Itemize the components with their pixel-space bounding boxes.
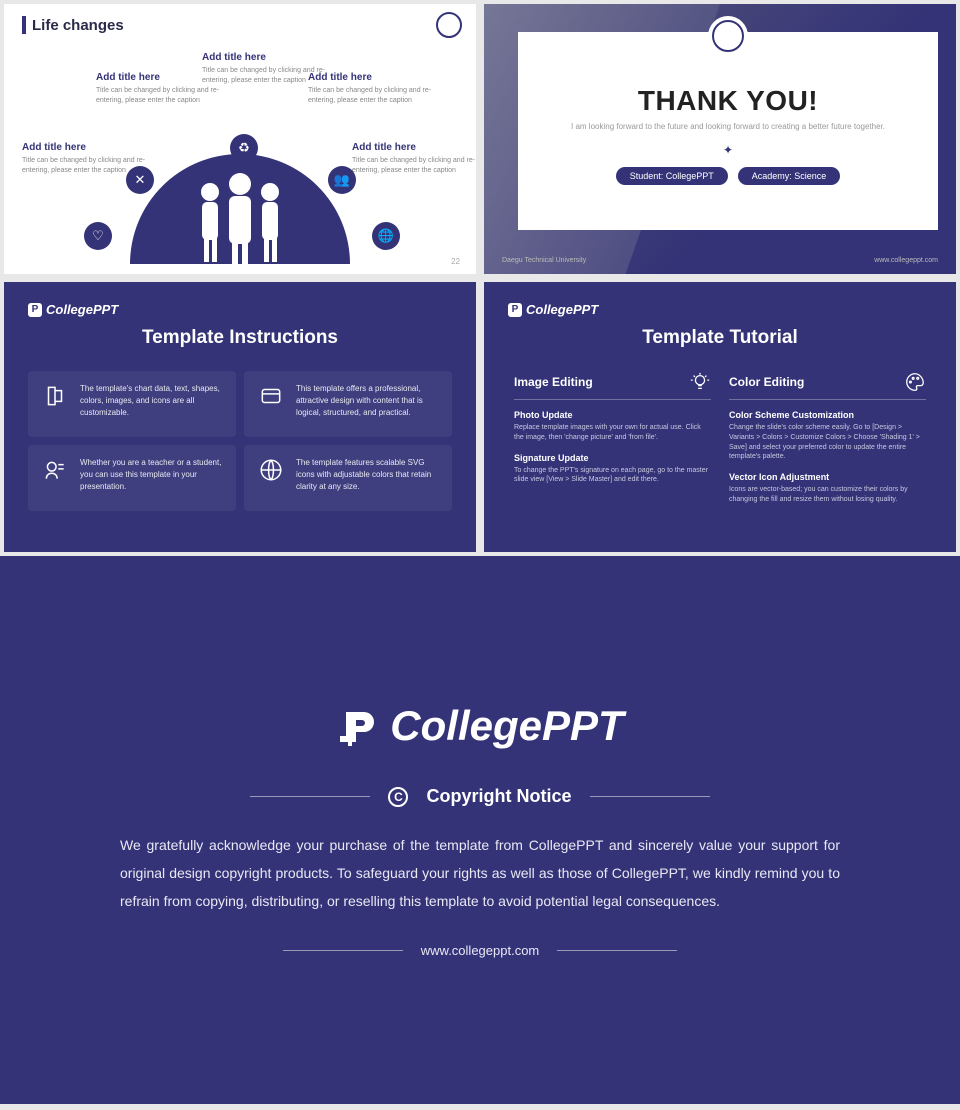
- student-pill: Student: CollegePPT: [616, 167, 728, 185]
- footer-url: www.collegeppt.com: [874, 257, 938, 264]
- people-icon: [185, 164, 295, 264]
- slide-thank-you: THANK YOU! I am looking forward to the f…: [484, 4, 956, 274]
- slide-title-row: Life changes: [22, 16, 458, 34]
- block-title: Add title here: [22, 142, 152, 153]
- instructions-title: Template Instructions: [28, 327, 452, 349]
- tutorial-item: Signature Update To change the PPT's sign…: [514, 453, 711, 486]
- globe-icon: [258, 457, 284, 483]
- instruction-cell: The template features scalable SVG icons…: [244, 445, 452, 511]
- divider-line: [250, 796, 370, 797]
- item-body: Icons are vector-based; you can customiz…: [729, 485, 926, 505]
- item-heading: Color Scheme Customization: [729, 410, 926, 420]
- item-heading: Photo Update: [514, 410, 711, 420]
- block-title: Add title here: [352, 142, 476, 153]
- academy-pill: Academy: Science: [738, 167, 841, 185]
- slide-template-instructions: P CollegePPT Template Instructions The te…: [4, 282, 476, 552]
- block-body: Title can be changed by clicking and re-…: [308, 86, 438, 106]
- tutorial-grid: Image Editing Photo Update Replace templa…: [508, 371, 932, 515]
- badge-icon: [42, 457, 68, 483]
- palette-icon: [904, 371, 926, 393]
- heading-row: C Copyright Notice: [120, 786, 840, 807]
- logo-icon: P: [508, 303, 522, 317]
- image-editing-column: Image Editing Photo Update Replace templa…: [514, 371, 711, 515]
- item-body: To change the PPT's signature on each pa…: [514, 466, 711, 486]
- university-seal-icon: [712, 20, 744, 52]
- thank-you-heading: THANK YOU!: [638, 85, 818, 117]
- copyright-panel: CollegePPT C Copyright Notice We gratefu…: [0, 556, 960, 1104]
- item-body: Replace template images with your own fo…: [514, 423, 711, 443]
- tutorial-item: Photo Update Replace template images with…: [514, 410, 711, 443]
- copyright-body: We gratefully acknowledge your purchase …: [120, 831, 840, 915]
- tutorial-item: Color Scheme Customization Change the sli…: [729, 410, 926, 462]
- brand-text: CollegePPT: [526, 302, 598, 317]
- brand-logo: P CollegePPT: [508, 302, 932, 317]
- website-url: www.collegeppt.com: [421, 943, 540, 958]
- tutorial-title: Template Tutorial: [508, 327, 932, 349]
- seal-badge: [708, 16, 748, 56]
- instruction-cell: This template offers a professional, att…: [244, 371, 452, 437]
- color-editing-heading: Color Editing: [729, 375, 804, 389]
- brand-logo: P CollegePPT: [28, 302, 452, 317]
- cell-text: The template features scalable SVG icons…: [296, 457, 438, 493]
- logo-icon: P: [28, 303, 42, 317]
- copyright-heading: Copyright Notice: [426, 786, 571, 807]
- instruction-cell: Whether you are a teacher or a student, …: [28, 445, 236, 511]
- block-title: Add title here: [308, 72, 438, 83]
- thank-you-card: THANK YOU! I am looking forward to the f…: [518, 32, 938, 230]
- item-heading: Signature Update: [514, 453, 711, 463]
- cell-text: Whether you are a teacher or a student, …: [80, 457, 222, 493]
- slide-life-changes: Life changes Add title here Title can be …: [4, 4, 476, 274]
- divider-line: [557, 950, 677, 951]
- thank-you-subtext: I am looking forward to the future and l…: [571, 121, 885, 132]
- footer-university: Daegu Technical University: [502, 257, 586, 264]
- cell-text: The template's chart data, text, shapes,…: [80, 383, 222, 419]
- image-editing-heading: Image Editing: [514, 375, 593, 389]
- divider-line: [590, 796, 710, 797]
- column-header: Color Editing: [729, 371, 926, 400]
- slide-grid: Life changes Add title here Title can be …: [0, 0, 960, 556]
- block-body: Title can be changed by clicking and re-…: [96, 86, 226, 106]
- block-body: Title can be changed by clicking and re-…: [352, 156, 476, 176]
- url-row: www.collegeppt.com: [283, 943, 678, 958]
- diagram-area: Add title here Title can be changed by cl…: [22, 54, 458, 264]
- cell-text: This template offers a professional, att…: [296, 383, 438, 419]
- item-heading: Vector Icon Adjustment: [729, 472, 926, 482]
- column-header: Image Editing: [514, 371, 711, 400]
- university-seal-icon: [436, 12, 462, 38]
- brand-text: CollegePPT: [46, 302, 118, 317]
- window-icon: [258, 383, 284, 409]
- tutorial-item: Vector Icon Adjustment Icons are vector-b…: [729, 472, 926, 505]
- item-body: Change the slide's color scheme easily. …: [729, 423, 926, 462]
- laurel-divider-icon: ✦: [723, 143, 733, 157]
- brand-logo-large: CollegePPT: [336, 702, 623, 750]
- text-block: Add title here Title can be changed by cl…: [308, 72, 438, 106]
- orbit-icon: ✕: [126, 166, 154, 194]
- page-number: 22: [451, 257, 460, 266]
- block-title: Add title here: [202, 52, 332, 63]
- instruction-cell: The template's chart data, text, shapes,…: [28, 371, 236, 437]
- instructions-grid: The template's chart data, text, shapes,…: [28, 371, 452, 511]
- copyright-icon: C: [388, 787, 408, 807]
- layers-icon: [42, 383, 68, 409]
- orbit-icon: ♻: [230, 134, 258, 162]
- divider-line: [283, 950, 403, 951]
- lightbulb-icon: [689, 371, 711, 393]
- title-accent-bar: [22, 16, 26, 34]
- slide-title: Life changes: [32, 17, 124, 34]
- color-editing-column: Color Editing Color Scheme Customization…: [729, 371, 926, 515]
- text-block: Add title here Title can be changed by cl…: [352, 142, 476, 176]
- orbit-icon: 🌐: [372, 222, 400, 250]
- info-pills: Student: CollegePPT Academy: Science: [616, 167, 841, 185]
- orbit-icon: ♡: [84, 222, 112, 250]
- slide-template-tutorial: P CollegePPT Template Tutorial Image Edit…: [484, 282, 956, 552]
- orbit-icon: 👥: [328, 166, 356, 194]
- logo-icon: [336, 704, 380, 748]
- brand-text: CollegePPT: [390, 702, 623, 750]
